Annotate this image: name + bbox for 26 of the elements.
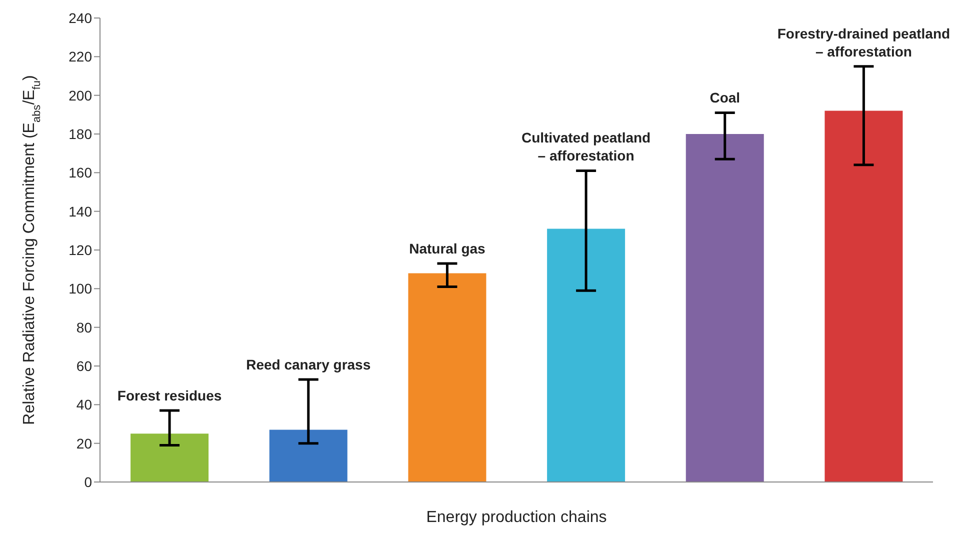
- y-tick-label: 60: [76, 358, 92, 374]
- y-tick-label: 200: [68, 87, 92, 104]
- x-tick-label: Natural gas: [409, 240, 486, 257]
- x-axis-title: Energy production chains: [426, 509, 607, 526]
- y-tick-label: 160: [68, 164, 92, 181]
- x-tick-label: Forest residues: [117, 387, 222, 404]
- x-tick-label: Cultivated peatland – afforestation: [521, 130, 651, 164]
- y-tick-label: 240: [68, 10, 92, 26]
- y-tick-label: 80: [76, 319, 92, 336]
- y-tick-label: 20: [76, 435, 92, 452]
- bar: [824, 110, 903, 482]
- bar: [269, 430, 348, 482]
- y-tick-label: 100: [68, 280, 92, 297]
- bar: [130, 434, 209, 482]
- y-tick-label: 0: [84, 474, 92, 490]
- y-tick-label: 180: [68, 126, 92, 142]
- y-tick-label: 40: [76, 396, 92, 413]
- bar: [408, 273, 486, 482]
- bar: [547, 228, 626, 482]
- x-tick-label: Reed canary grass: [246, 356, 371, 373]
- y-tick-label: 220: [68, 48, 92, 65]
- x-tick-label: Forestry-drained peatland – afforestation: [777, 25, 950, 60]
- x-tick-label: Coal: [710, 90, 740, 106]
- y-tick-label: 140: [68, 203, 92, 220]
- y-tick-label: 120: [68, 242, 92, 258]
- bar: [686, 134, 764, 482]
